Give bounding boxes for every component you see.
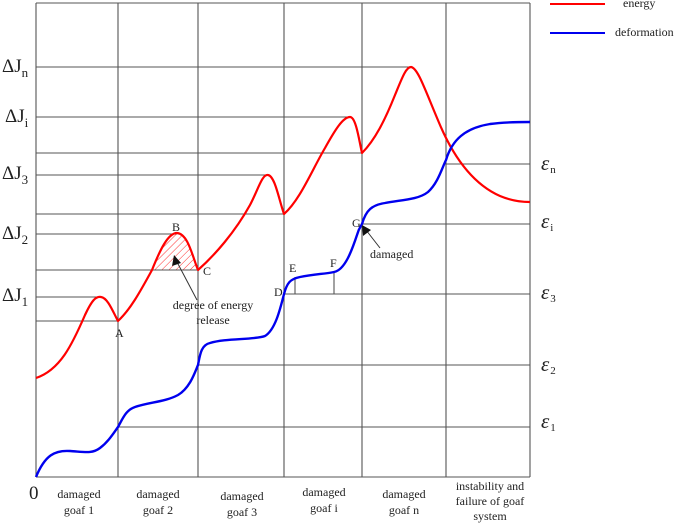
damaged-arrow [362, 225, 381, 249]
ylabel-epsilon-i: εi [541, 209, 554, 234]
ylabel-epsilon-1: ε1 [541, 409, 556, 434]
point-f-label: F [330, 256, 337, 270]
energy-release-annotation: degree of energy release [172, 298, 254, 327]
point-d-label: D [274, 285, 283, 299]
ylabel-delta-j-1: ΔJ1 [2, 285, 29, 309]
ylabel-delta-j-2: ΔJ2 [2, 223, 29, 247]
ylabel-delta-j-n: ΔJn [2, 56, 29, 80]
point-b-label: B [172, 220, 181, 234]
xcat-goaf-3: damaged goaf 3 [220, 489, 264, 519]
energy-release-arrow [172, 255, 198, 301]
point-g-label: G [352, 216, 361, 230]
ylabel-epsilon-n: εn [541, 151, 556, 176]
damaged-annotation: damaged [370, 247, 414, 261]
ylabel-epsilon-2: ε2 [541, 352, 556, 377]
grid-lines [35, 2, 531, 478]
xcat-goaf-n: damaged goaf n [382, 487, 426, 517]
point-e-label: E [289, 261, 297, 275]
legend-energy-label: energy [623, 0, 656, 10]
xcat-instability: instability and failure of goaf system [455, 479, 525, 523]
ylabel-delta-j-i: ΔJi [5, 106, 29, 130]
point-c-label: C [203, 264, 212, 278]
xcat-goaf-1: damaged goaf 1 [57, 487, 101, 517]
ylabel-epsilon-3: ε3 [541, 280, 556, 305]
ylabel-delta-j-3: ΔJ3 [2, 163, 29, 187]
legend-deformation-label: deformation [615, 25, 674, 39]
deformation-curve [34, 120, 531, 478]
xcat-goaf-i: damaged goaf i [302, 485, 346, 515]
origin-label: 0 [29, 483, 39, 504]
xcat-goaf-2: damaged goaf 2 [136, 487, 180, 517]
energy-curve [35, 65, 531, 380]
point-a-label: A [115, 326, 124, 340]
